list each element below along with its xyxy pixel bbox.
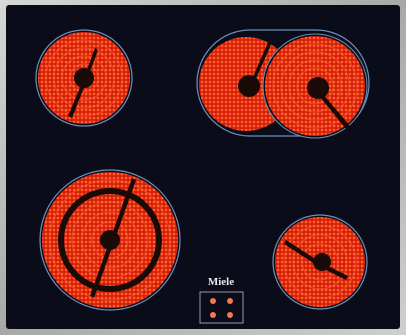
brand-logo: Miele: [208, 276, 234, 288]
control-panel: [199, 291, 244, 324]
burner-top-right: [196, 29, 370, 139]
burner-bottom-right: [272, 214, 368, 310]
burner-bottom-left: [39, 169, 181, 311]
burner-top-left: [35, 29, 133, 127]
